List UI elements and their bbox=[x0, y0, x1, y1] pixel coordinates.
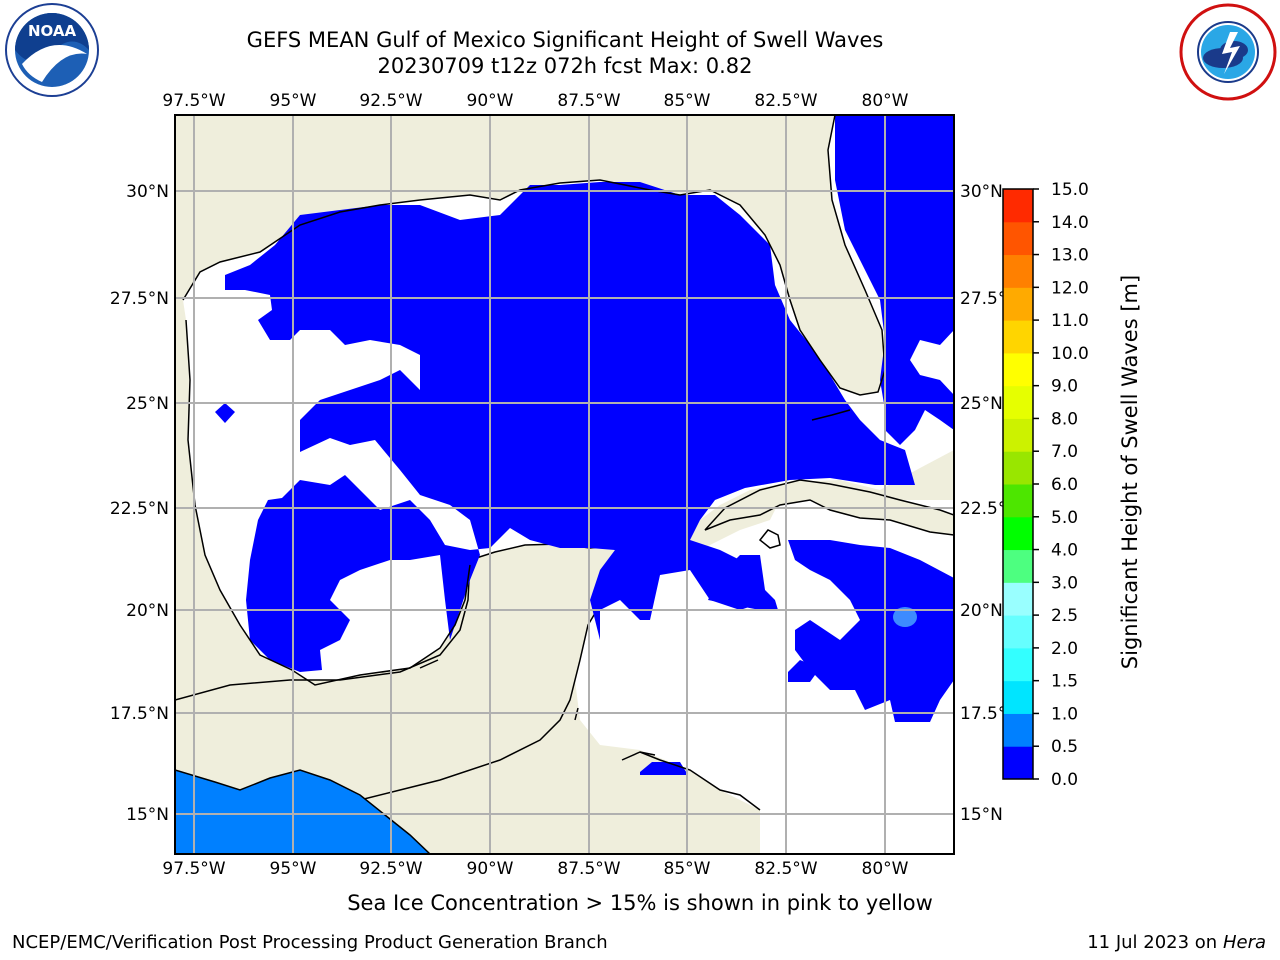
lon-label: 97.5°W bbox=[162, 91, 225, 111]
lat-label: 20°N bbox=[960, 601, 1003, 621]
colorbar-tick-label: 1.5 bbox=[1051, 672, 1078, 692]
colorbar-tick-label: 1.0 bbox=[1051, 704, 1078, 724]
lat-label: 22.5°N bbox=[110, 499, 169, 519]
swell-field-atlantic bbox=[835, 115, 954, 445]
lon-label: 85°W bbox=[664, 859, 711, 879]
nws-logo-icon bbox=[1179, 3, 1277, 101]
lon-label: 97.5°W bbox=[162, 859, 225, 879]
lat-label: 17.5°N bbox=[110, 704, 169, 724]
colorbar-segment bbox=[1003, 713, 1033, 747]
colorbar-tick-label: 3.0 bbox=[1051, 573, 1078, 593]
colorbar-segment bbox=[1003, 484, 1033, 518]
lat-label: 27.5°N bbox=[110, 289, 169, 309]
colorbar-segment bbox=[1003, 680, 1033, 714]
colorbar-tick-label: 6.0 bbox=[1051, 475, 1078, 495]
colorbar-segment bbox=[1003, 746, 1033, 780]
colorbar-tick-label: 4.0 bbox=[1051, 541, 1078, 561]
swell-patch-gulf-west bbox=[215, 403, 235, 423]
swell-patch-jamaica bbox=[788, 660, 820, 682]
colorbar-segment bbox=[1003, 582, 1033, 616]
noaa-logo-text: NOAA bbox=[28, 22, 77, 40]
colorbar-tick-label: 12.0 bbox=[1051, 278, 1089, 298]
colorbar-segment bbox=[1003, 221, 1033, 256]
lon-labels-top: 97.5°W 95°W 92.5°W 90°W 87.5°W 85°W 82.5… bbox=[162, 91, 908, 111]
chart-title: GEFS MEAN Gulf of Mexico Significant Hei… bbox=[246, 28, 884, 52]
coastlines bbox=[175, 115, 886, 854]
colorbar-segment bbox=[1003, 615, 1033, 649]
colorbar: 0.0 0.5 1.0 1.5 2.0 2.5 3.0 4.0 5.0 6.0 7.0 8.0 9.0 1… bbox=[1002, 180, 1089, 790]
lat-label: 15°N bbox=[126, 805, 169, 825]
lon-label: 82.5°W bbox=[754, 859, 817, 879]
swell-field-main bbox=[225, 182, 915, 672]
chart-subtitle: 20230709 t12z 072h fcst Max: 0.82 bbox=[377, 54, 753, 78]
colorbar-tick-label: 5.0 bbox=[1051, 508, 1078, 528]
colorbar-segment bbox=[1003, 385, 1033, 419]
lat-label: 30°N bbox=[960, 182, 1003, 202]
lon-label: 92.5°W bbox=[359, 91, 422, 111]
lon-label: 80°W bbox=[862, 859, 909, 879]
lon-label: 90°W bbox=[467, 859, 514, 879]
sea-ice-note: Sea Ice Concentration > 15% is shown in … bbox=[347, 891, 933, 915]
colorbar-tick-label: 8.0 bbox=[1051, 409, 1078, 429]
noaa-logo-icon: NOAA bbox=[5, 3, 99, 97]
lat-label: 20°N bbox=[126, 601, 169, 621]
colorbar-label: Significant Height of Swell Waves [m] bbox=[1118, 274, 1142, 670]
lon-label: 95°W bbox=[270, 859, 317, 879]
colorbar-tick-label: 0.5 bbox=[1051, 737, 1078, 757]
map-frame bbox=[174, 114, 955, 855]
colorbar-tick-label: 14.0 bbox=[1051, 213, 1089, 233]
colorbar-tick-label: 0.0 bbox=[1051, 770, 1078, 790]
lat-label: 25°N bbox=[960, 394, 1003, 414]
lon-label: 90°W bbox=[467, 91, 514, 111]
lat-label: 25°N bbox=[126, 394, 169, 414]
lon-label: 87.5°W bbox=[557, 859, 620, 879]
lon-label: 80°W bbox=[862, 91, 909, 111]
swell-patch-0.5 bbox=[893, 607, 917, 627]
swell-patch-yucatan-channel bbox=[708, 555, 778, 610]
map-panel bbox=[175, 115, 954, 854]
colorbar-tick-label: 9.0 bbox=[1051, 377, 1078, 397]
colorbar-segment bbox=[1003, 320, 1033, 354]
colorbar-segment bbox=[1003, 254, 1033, 288]
lon-labels-bottom: 97.5°W 95°W 92.5°W 90°W 87.5°W 85°W 82.5… bbox=[162, 859, 908, 879]
colorbar-tick-label: 7.0 bbox=[1051, 442, 1078, 462]
footer-date: 11 Jul 2023 on Hera bbox=[1087, 932, 1266, 953]
colorbar-tick-label: 11.0 bbox=[1051, 311, 1089, 331]
gridlines bbox=[175, 115, 954, 854]
lon-label: 92.5°W bbox=[359, 859, 422, 879]
colorbar-ticks: 0.0 0.5 1.0 1.5 2.0 2.5 3.0 4.0 5.0 6.0 7.0 8.0 9.0 1… bbox=[1033, 180, 1089, 790]
colorbar-tick-label: 13.0 bbox=[1051, 246, 1089, 266]
colorbar-segment bbox=[1003, 418, 1033, 452]
footer-credit: NCEP/EMC/Verification Post Processing Pr… bbox=[12, 932, 608, 953]
lat-label: 15°N bbox=[960, 805, 1003, 825]
lon-label: 87.5°W bbox=[557, 91, 620, 111]
colorbar-tick-label: 2.5 bbox=[1051, 606, 1078, 626]
colorbar-tick-label: 2.0 bbox=[1051, 639, 1078, 659]
colorbar-segment bbox=[1003, 451, 1033, 485]
colorbar-segment bbox=[1003, 647, 1033, 682]
colorbar-segment bbox=[1003, 352, 1033, 387]
lat-label: 30°N bbox=[126, 182, 169, 202]
lon-label: 85°W bbox=[664, 91, 711, 111]
colorbar-segment bbox=[1003, 189, 1033, 223]
colorbar-segment bbox=[1003, 516, 1033, 551]
pacific-water bbox=[175, 770, 430, 854]
footer-date-text: 11 Jul 2023 on bbox=[1087, 932, 1223, 953]
footer-host: Hera bbox=[1222, 932, 1266, 953]
lon-label: 95°W bbox=[270, 91, 317, 111]
colorbar-segments bbox=[1003, 189, 1033, 780]
lon-label: 82.5°W bbox=[754, 91, 817, 111]
colorbar-tick-label: 10.0 bbox=[1051, 344, 1089, 364]
swell-field-caribbean bbox=[788, 540, 954, 722]
colorbar-tick-label: 15.0 bbox=[1051, 180, 1089, 200]
colorbar-segment bbox=[1003, 549, 1033, 583]
lat-labels-left: 30°N 27.5°N 25°N 22.5°N 20°N 17.5°N 15°N bbox=[110, 182, 169, 825]
colorbar-segment bbox=[1003, 287, 1033, 321]
